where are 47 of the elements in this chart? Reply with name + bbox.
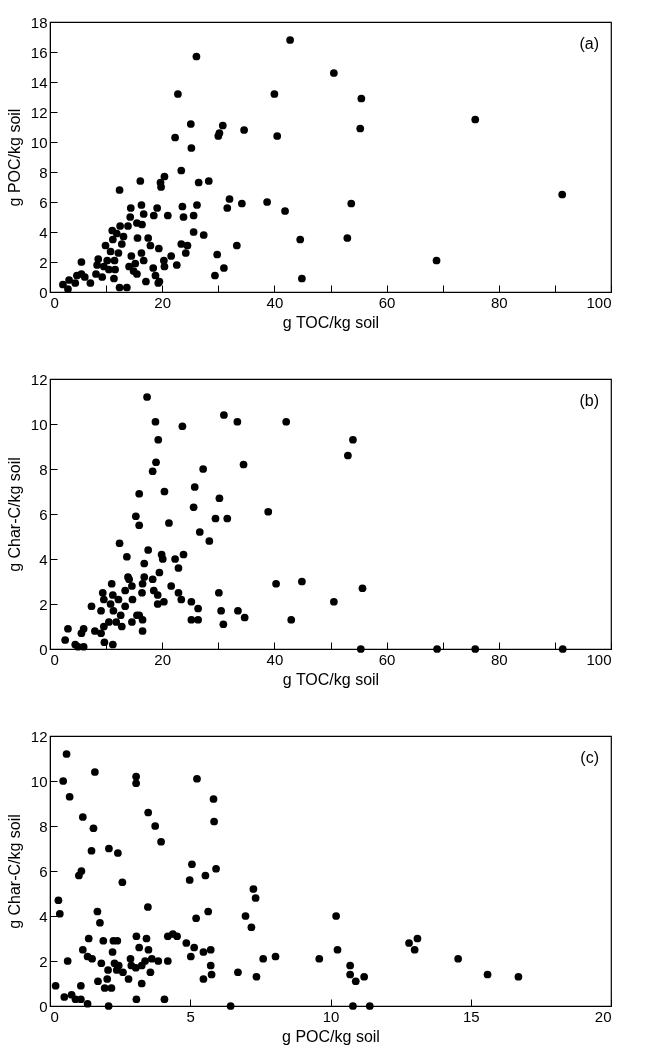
x-axis-title: g TOC/kg soil (282, 670, 380, 688)
y-tick-label: 14 (30, 73, 48, 91)
x-tick-label: 60 (378, 293, 396, 311)
y-tick-label: 12 (30, 103, 48, 121)
y-axis-title: g Char-C/kg soil (5, 457, 23, 572)
y-tick-label: 4 (39, 550, 48, 568)
y-tick-label: 12 (30, 370, 48, 388)
x-tick-label: 0 (50, 1007, 59, 1025)
y-tick-label: 16 (30, 43, 48, 61)
x-tick-label: 0 (50, 650, 59, 668)
x-tick-label: 80 (490, 650, 508, 668)
y-tick-label: 8 (39, 817, 48, 835)
y-axis-title: g POC/kg soil (5, 108, 23, 207)
x-tick-label: 40 (266, 650, 284, 668)
y-tick-label: 2 (39, 595, 48, 613)
x-tick-label: 100 (586, 293, 612, 311)
y-tick-label: 10 (30, 133, 48, 151)
y-tick-label: 2 (39, 253, 48, 271)
x-axis-title: g POC/kg soil (282, 1027, 380, 1045)
x-tick-label: 20 (594, 1007, 612, 1025)
y-tick-label: 12 (30, 727, 48, 745)
annotation: (a) (579, 35, 599, 52)
y-tick-label: 6 (39, 505, 48, 523)
annotation: (c) (580, 749, 599, 766)
y-tick-label: 4 (39, 223, 48, 241)
x-tick-label: 0 (50, 293, 59, 311)
y-tick-label: 18 (30, 13, 48, 31)
x-tick-label: 20 (154, 293, 172, 311)
x-tick-label: 10 (322, 1007, 340, 1025)
x-axis-title: g TOC/kg soil (282, 313, 380, 331)
y-tick-label: 6 (39, 862, 48, 880)
x-tick-label: 15 (462, 1007, 480, 1025)
x-tick-label: 20 (154, 650, 172, 668)
x-tick-label: 100 (586, 650, 612, 668)
annotation: (b) (579, 392, 599, 409)
y-tick-label: 8 (39, 163, 48, 181)
y-tick-label: 4 (39, 907, 48, 925)
y-axis-title: g Char-C/kg soil (5, 814, 23, 929)
y-tick-label: 2 (39, 952, 48, 970)
x-tick-label: 60 (378, 650, 396, 668)
x-tick-label: 5 (186, 1007, 195, 1025)
y-tick-label: 10 (30, 772, 48, 790)
y-tick-label: 6 (39, 193, 48, 211)
x-tick-label: 40 (266, 293, 284, 311)
y-tick-label: 10 (30, 415, 48, 433)
y-tick-label: 8 (39, 460, 48, 478)
x-tick-label: 80 (490, 293, 508, 311)
